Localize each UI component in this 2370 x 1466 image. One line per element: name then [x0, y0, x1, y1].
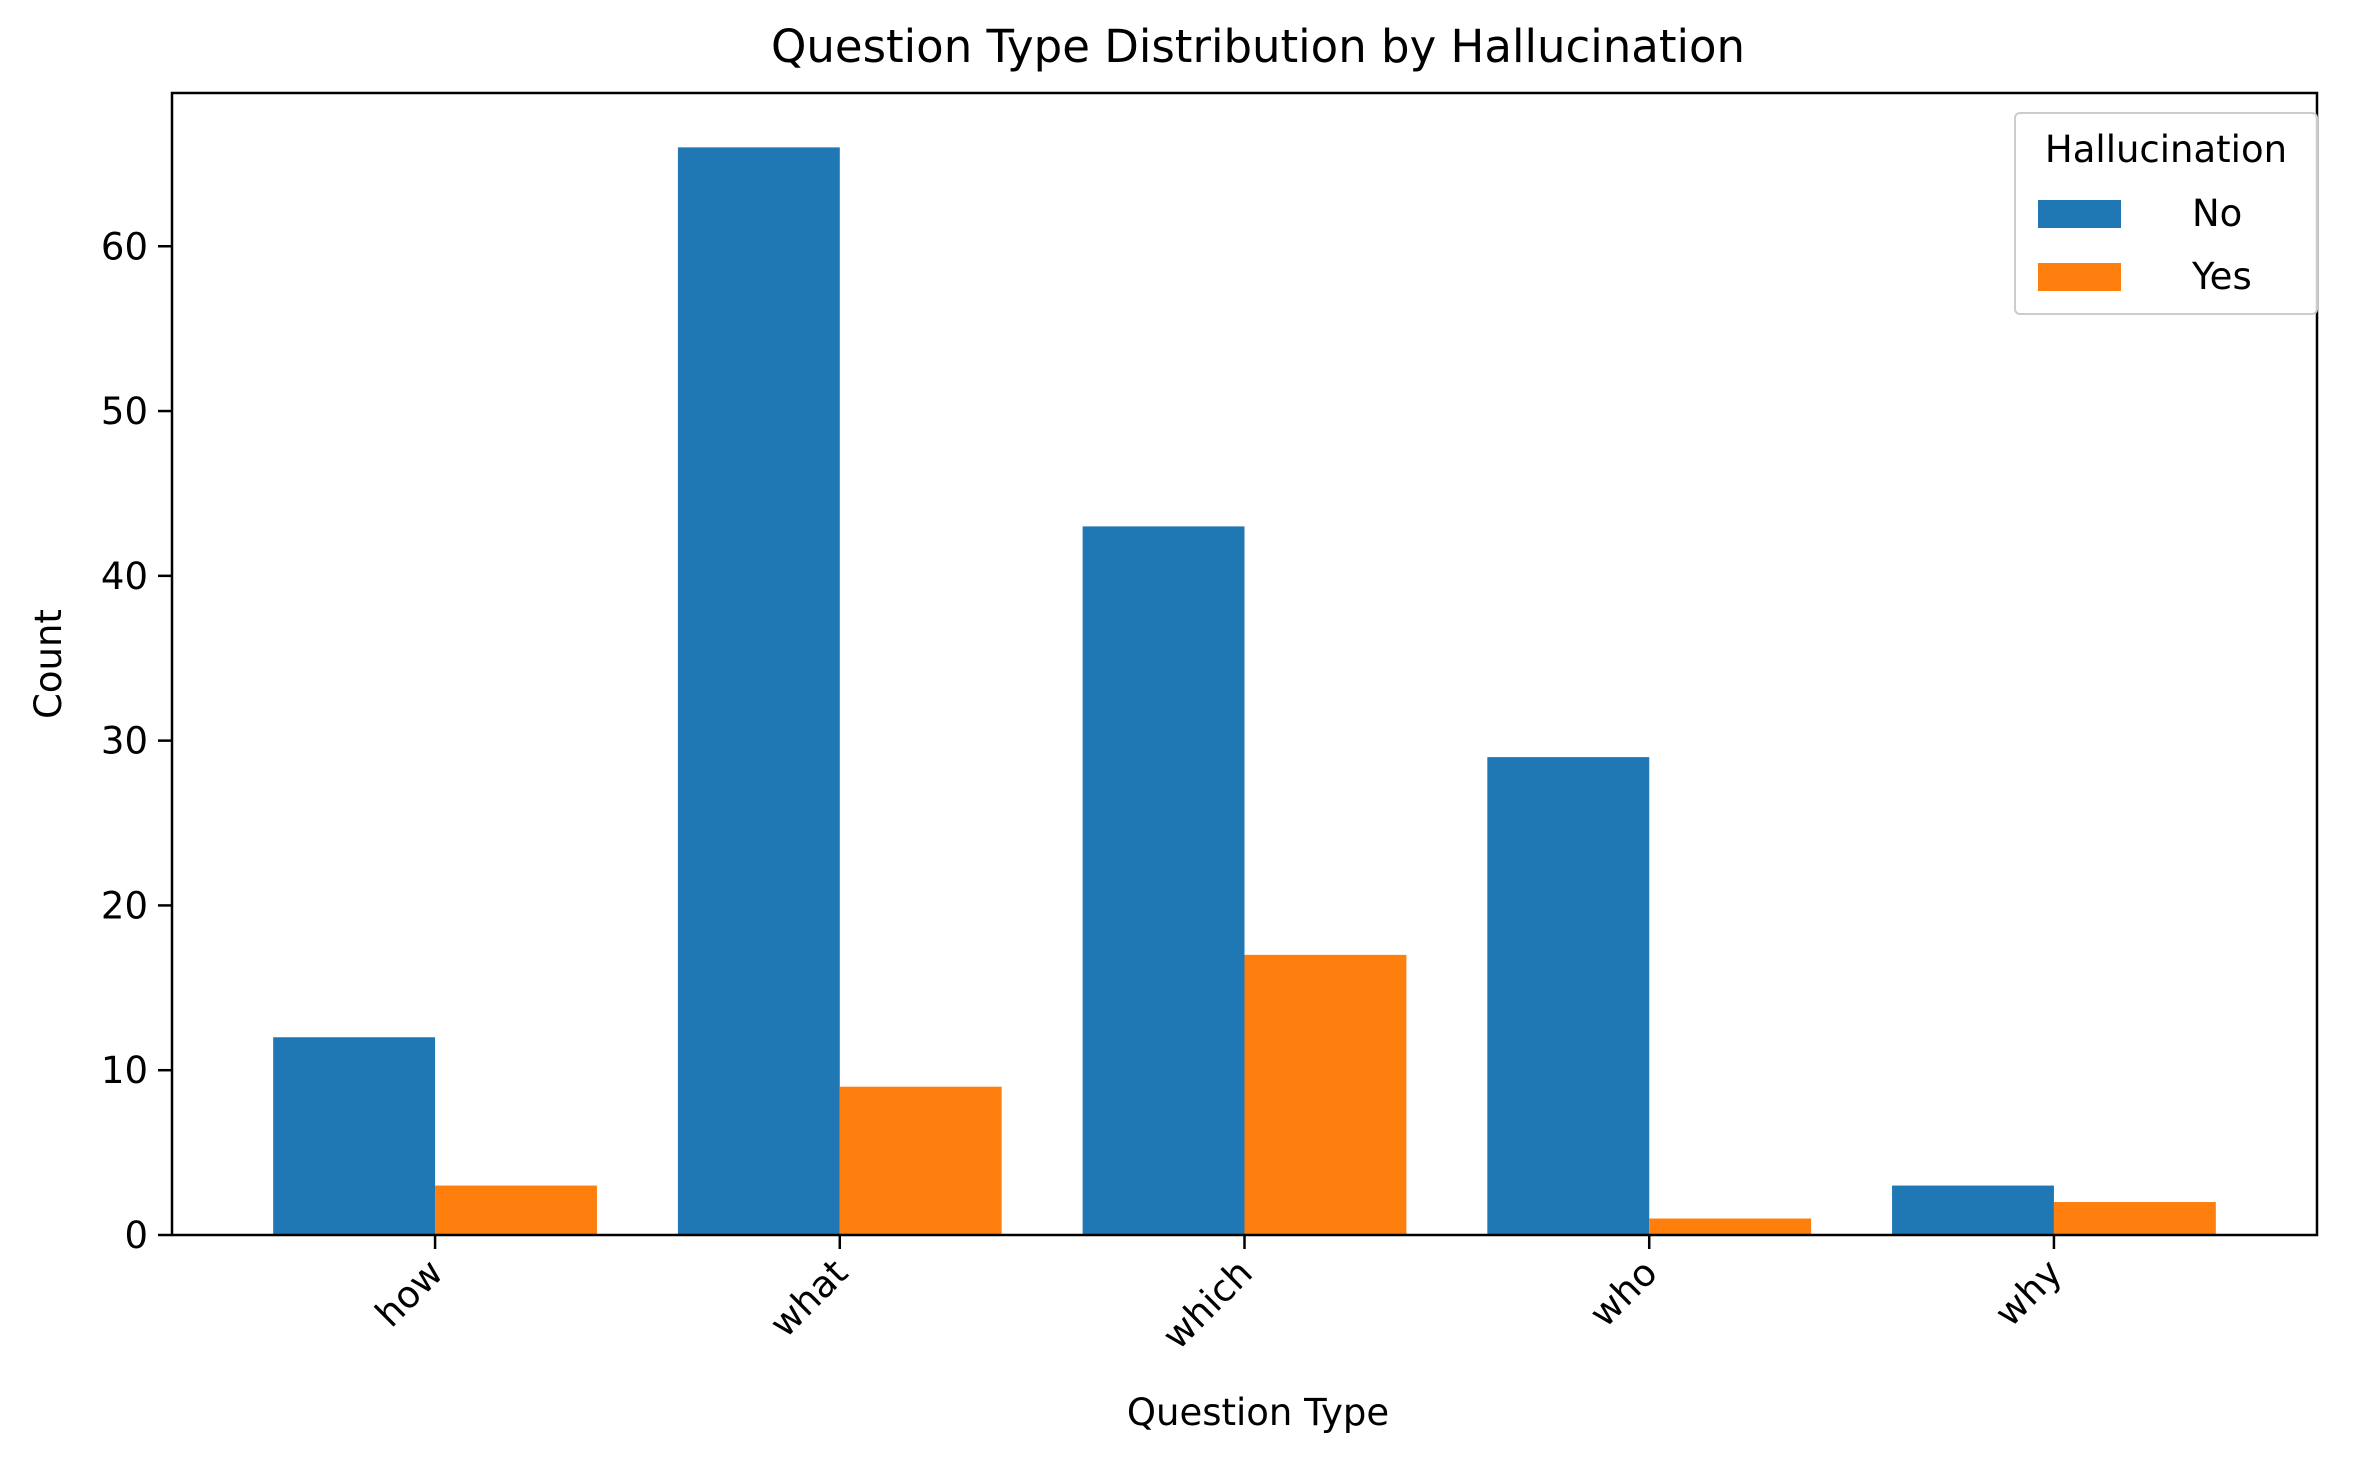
- legend-label-no: No: [2192, 192, 2242, 235]
- legend-swatch-yes: [2038, 263, 2121, 291]
- bar-which-yes: [1244, 954, 1407, 1235]
- bar-why-no: [1892, 1185, 2054, 1235]
- chart-title: Question Type Distribution by Hallucinat…: [771, 20, 1745, 73]
- legend-swatch-no: [2038, 200, 2121, 228]
- x-tick-label-why: why: [1986, 1251, 2070, 1335]
- bar-how-yes: [435, 1185, 597, 1235]
- x-ticks: how what which who why: [367, 1235, 2070, 1358]
- plot-frame: [170, 91, 2319, 1237]
- legend-title: Hallucination: [2045, 128, 2287, 171]
- x-tick-label-what: what: [761, 1251, 856, 1346]
- legend-entries: No Yes: [2038, 192, 2252, 298]
- x-axis-label: Question Type: [1127, 1391, 1389, 1434]
- y-tick-label: 40: [101, 555, 148, 598]
- bar-who-no: [1487, 757, 1650, 1235]
- y-axis-label: Count: [27, 609, 70, 719]
- bar-what-yes: [839, 1086, 1002, 1235]
- legend: Hallucination No Yes: [2014, 112, 2318, 315]
- bar-why-yes: [2053, 1202, 2216, 1235]
- y-tick-label: 30: [101, 720, 148, 763]
- bar-what-no: [677, 147, 840, 1235]
- bar-which-no: [1082, 526, 1245, 1235]
- bar-how-no: [273, 1037, 436, 1235]
- bars-layer: [273, 147, 2216, 1235]
- y-tick-label: 0: [124, 1214, 148, 1257]
- y-tick-label: 10: [101, 1049, 148, 1092]
- legend-label-yes: Yes: [2191, 255, 2252, 298]
- y-ticks: 0 10 20 30 40 50 60: [101, 225, 172, 1257]
- y-tick-label: 50: [101, 390, 148, 433]
- x-tick-label-which: which: [1154, 1251, 1261, 1358]
- y-tick-label: 60: [101, 225, 148, 268]
- y-tick-label: 20: [101, 884, 148, 927]
- bar-who-yes: [1649, 1218, 1812, 1235]
- x-tick-label-how: how: [367, 1251, 451, 1335]
- x-tick-label-who: who: [1581, 1251, 1665, 1335]
